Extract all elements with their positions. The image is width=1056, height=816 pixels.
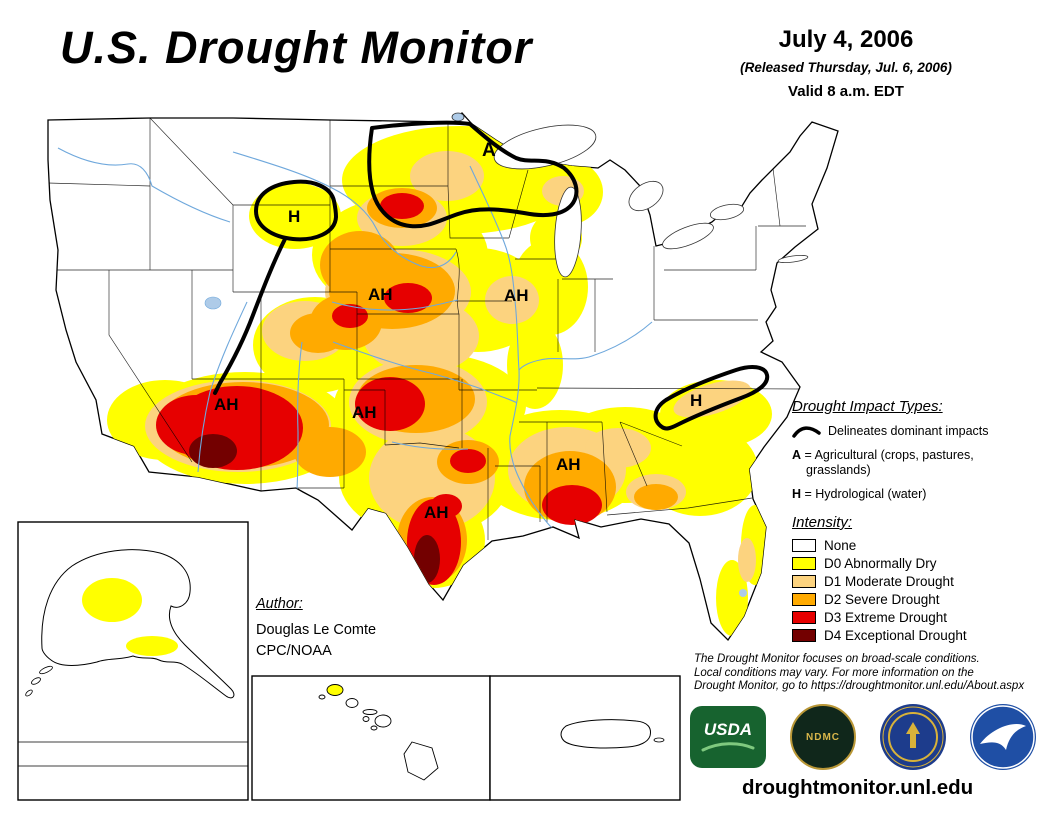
ndmc-logo-text: NDMC <box>806 731 840 743</box>
legend-row-none: None <box>792 538 1044 553</box>
usda-logo-text: USDA <box>703 720 753 739</box>
usda-logo: USDA <box>690 706 766 768</box>
impact-types-legend: Drought Impact Types: Delineates dominan… <box>792 398 1044 502</box>
map-impact-label-h-appalachia: H <box>690 391 703 410</box>
legend-row-d4: D4 Exceptional Drought <box>792 628 1044 643</box>
ndmc-logo: NDMC <box>790 704 856 770</box>
noaa-logo <box>970 704 1036 770</box>
impact-types-heading: Drought Impact Types: <box>792 398 943 415</box>
map-impact-label-h-west: H <box>288 207 301 226</box>
date-block: July 4, 2006 (Released Thursday, Jul. 6,… <box>700 26 992 100</box>
intensity-swatch-d2 <box>792 593 816 606</box>
university-seal-logo <box>880 704 946 770</box>
website-url: droughtmonitor.unl.edu <box>742 776 974 799</box>
author-organization: CPC/NOAA <box>256 643 332 659</box>
noaa-bird-icon <box>971 705 1035 769</box>
delineation-line-icon <box>792 426 821 438</box>
usda-swoosh-icon <box>701 742 755 752</box>
valid-time: Valid 8 a.m. EDT <box>788 83 904 100</box>
map-impact-label-ah-southtexas: AH <box>424 503 449 522</box>
logo-row: USDA NDMC <box>690 704 1040 770</box>
agricultural-definition: A = Agricultural (crops, pastures, grass… <box>792 448 974 477</box>
legend-row-d0: D0 Abnormally Dry <box>792 556 1044 571</box>
map-impact-label-ah-iowa: AH <box>504 286 529 305</box>
author-name: Douglas Le Comte <box>256 622 377 638</box>
author-heading: Author: <box>256 596 303 612</box>
hawaii-inset <box>251 675 491 801</box>
intensity-swatch-d0 <box>792 557 816 570</box>
hydrological-definition: H = Hydrological (water) <box>792 487 927 501</box>
map-impact-label-ah-southwest: AH <box>214 395 239 414</box>
map-impact-label-ah-nebraska: AH <box>368 285 393 304</box>
legend-row-d1: D1 Moderate Drought <box>792 574 1044 589</box>
seal-emblem-icon <box>882 706 944 768</box>
map-impact-label-a: A <box>482 140 496 161</box>
legend-row-d3: D3 Extreme Drought <box>792 610 1044 625</box>
intensity-legend: Intensity: None D0 Abnormally Dry D1 Mod… <box>792 514 1044 646</box>
disclaimer-text: The Drought Monitor focuses on broad-sca… <box>694 653 1025 692</box>
author-block: Author: Douglas Le Comte CPC/NOAA <box>256 596 376 659</box>
intensity-heading: Intensity: <box>792 514 853 531</box>
intensity-swatch-d4 <box>792 629 816 642</box>
map-impact-label-ah-panhandle: AH <box>352 403 377 422</box>
puerto-rico-inset <box>489 675 681 801</box>
alaska-inset <box>17 521 249 801</box>
page-title: U.S. Drought Monitor <box>60 22 533 73</box>
delineates-label: Delineates dominant impacts <box>828 424 989 438</box>
intensity-swatch-none <box>792 539 816 552</box>
map-impact-label-ah-lowermiss: AH <box>556 455 581 474</box>
release-date: (Released Thursday, Jul. 6, 2006) <box>740 60 952 75</box>
map-date: July 4, 2006 <box>778 26 914 53</box>
intensity-swatch-d3 <box>792 611 816 624</box>
intensity-swatch-d1 <box>792 575 816 588</box>
legend-row-d2: D2 Severe Drought <box>792 592 1044 607</box>
